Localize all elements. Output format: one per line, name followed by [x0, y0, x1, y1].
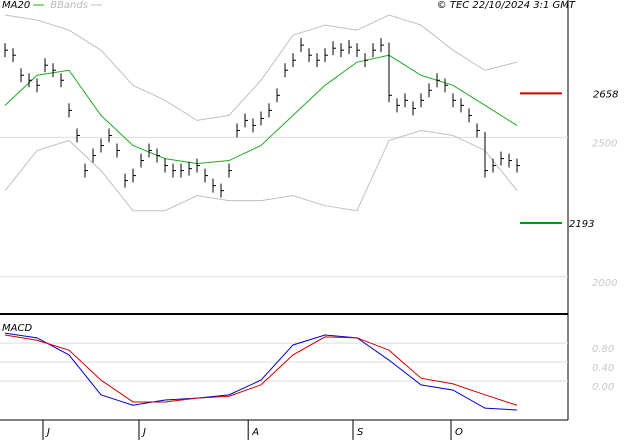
reference-label: 2193	[569, 219, 594, 230]
macd-line	[4, 334, 518, 406]
band-line	[4, 129, 518, 212]
y-tick-label: 2000	[592, 278, 617, 289]
x-tick-label: S	[357, 427, 364, 438]
ma-line	[4, 54, 518, 165]
x-tick-label: O	[455, 427, 463, 438]
x-tick-label: A	[251, 427, 259, 438]
source: © TEC 22/10/2024 3:1 GMT	[437, 0, 576, 11]
reference-label: 2658	[593, 89, 618, 100]
x-tick-label: J	[45, 427, 50, 438]
macd-line	[4, 332, 518, 411]
y-tick-label: 0.80	[592, 344, 614, 355]
y-tick-label: 0.00	[592, 382, 614, 393]
y-tick-label: 0.40	[592, 363, 614, 374]
y-tick-label: 2500	[592, 138, 617, 149]
legend-label: BBands	[50, 0, 88, 11]
legend-label: MA20	[2, 0, 30, 11]
band-line	[4, 14, 518, 121]
x-tick-label: J	[141, 427, 146, 438]
panel-title: MACD	[2, 323, 32, 334]
